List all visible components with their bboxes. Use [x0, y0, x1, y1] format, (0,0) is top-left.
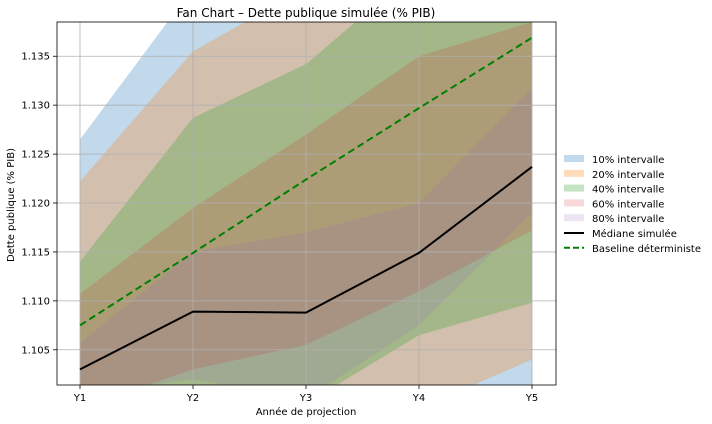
y-tick-label: 1.115 [21, 247, 50, 258]
legend-series-label-1: Médiane simulée [592, 228, 677, 240]
legend-label-3: 40% intervalle [592, 185, 664, 196]
x-tick-label: Y1 [73, 393, 86, 404]
y-tick-label: 1.105 [21, 345, 50, 356]
legend-swatch-3 [564, 184, 584, 192]
x-tick-label: Y2 [186, 393, 199, 404]
y-axis-label: Dette publique (% PIB) [6, 148, 17, 262]
chart-title: Fan Chart – Dette publique simulée (% PI… [177, 6, 436, 20]
y-tick-label: 1.130 [21, 101, 50, 112]
y-tick-label: 1.135 [21, 52, 50, 63]
x-tick-label: Y4 [412, 393, 425, 404]
plot-area: Y1 Y2 Y3 Y4 Y5 1.105 1.110 1.115 1.120 1.125 1.130… [21, 21, 557, 404]
series-line-2 [79, 36, 533, 327]
y-tick-label: 1.110 [21, 296, 50, 307]
plot-frame [56, 21, 557, 386]
series-line-1 [79, 166, 533, 371]
legend-series-label-2: Baseline déterministe [592, 243, 701, 255]
legend-label-4: 60% intervalle [592, 199, 664, 210]
legend-label-5: 80% intervalle [592, 214, 664, 225]
y-tick-label: 1.120 [21, 199, 50, 210]
y-tick-label: 1.125 [21, 150, 50, 161]
x-axis-label: Année de projection [256, 406, 357, 418]
x-tick-label: Y5 [525, 393, 538, 404]
plot-content [57, 22, 556, 385]
legend-label-2: 20% intervalle [592, 170, 664, 181]
legend-swatch-5 [564, 214, 584, 222]
legend: 10% intervalle 20% intervalle 40% interval… [564, 155, 701, 255]
legend-swatch-2 [564, 169, 584, 177]
legend-swatch-4 [564, 199, 584, 207]
legend-label-1: 10% intervalle [592, 155, 664, 166]
legend-swatch-1 [564, 155, 584, 162]
x-tick-label: Y3 [299, 393, 312, 404]
